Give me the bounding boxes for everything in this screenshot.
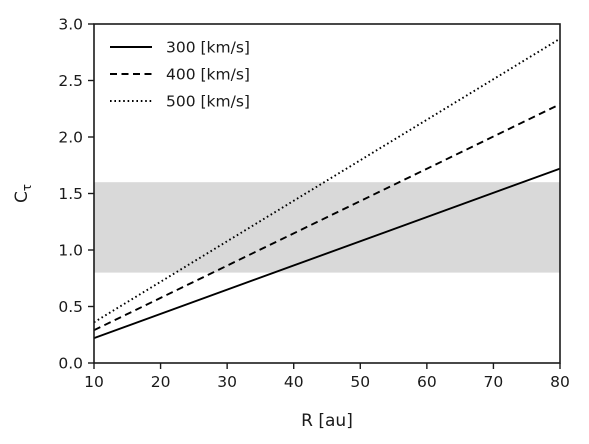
x-tick-label: 60 xyxy=(417,373,437,391)
series-line-2 xyxy=(93,103,561,332)
y-tick-label: 0.0 xyxy=(58,355,83,373)
legend-label-3: 500 [km/s] xyxy=(166,93,250,111)
legend-label-1: 300 [km/s] xyxy=(166,39,250,57)
y-axis: 0.0 0.5 1.0 1.5 2.0 2.5 3.0 xyxy=(58,16,94,373)
x-tick-label: 50 xyxy=(350,373,370,391)
y-axis-label-subscript: τ xyxy=(20,184,34,191)
y-tick-label: 3.0 xyxy=(58,16,83,34)
x-tick-label: 10 xyxy=(84,373,104,391)
x-tick-label: 20 xyxy=(151,373,171,391)
shaded-band xyxy=(94,182,560,273)
y-axis-label-main: C xyxy=(12,191,32,203)
y-tick-label: 2.5 xyxy=(58,72,83,90)
series-line-3 xyxy=(93,37,561,324)
x-tick-label: 40 xyxy=(284,373,304,391)
legend-label-2: 400 [km/s] xyxy=(166,66,250,84)
x-tick-label: 70 xyxy=(484,373,504,391)
y-axis-label: Cτ xyxy=(12,184,34,203)
series-line-1 xyxy=(93,167,561,339)
x-tick-label: 80 xyxy=(550,373,570,391)
y-tick-label: 1.0 xyxy=(58,242,83,260)
legend: 300 [km/s] 400 [km/s] 500 [km/s] xyxy=(110,39,250,111)
x-axis: 10 20 30 40 50 60 70 80 xyxy=(84,363,570,391)
x-tick-label: 30 xyxy=(217,373,237,391)
y-tick-label: 2.0 xyxy=(58,129,83,147)
y-tick-label: 1.5 xyxy=(58,185,83,203)
y-tick-label: 0.5 xyxy=(58,298,83,316)
x-axis-label: R [au] xyxy=(301,411,353,431)
series-layer xyxy=(93,37,561,339)
